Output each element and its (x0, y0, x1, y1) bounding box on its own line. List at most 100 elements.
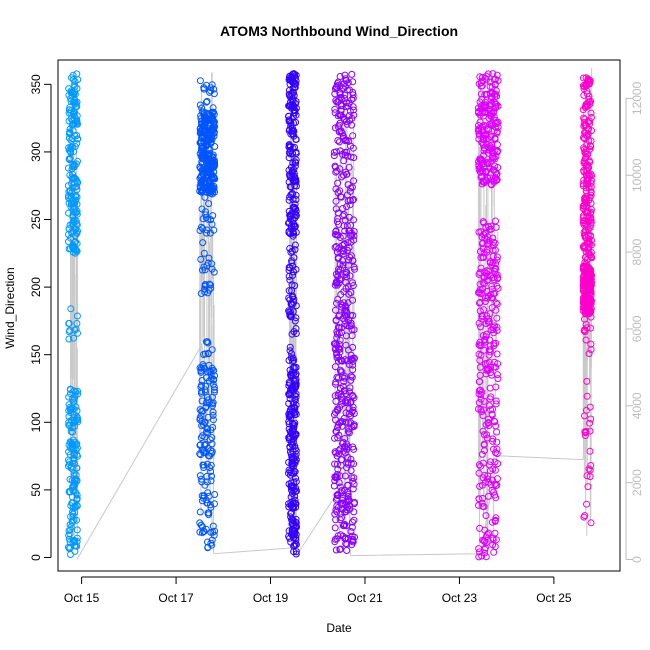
data-point (346, 188, 354, 195)
data-point (585, 299, 593, 307)
y2-tick-label: 6000 (630, 315, 644, 342)
data-point (477, 395, 485, 403)
data-point (205, 254, 213, 262)
data-point (286, 343, 294, 351)
data-point (481, 360, 489, 368)
data-point (490, 274, 498, 281)
data-point (475, 495, 483, 503)
data-point (196, 163, 204, 171)
data-point (65, 335, 73, 343)
data-point (342, 269, 350, 277)
data-point (291, 282, 299, 290)
data-point (65, 231, 72, 238)
data-point (486, 467, 494, 475)
data-point (210, 85, 218, 93)
data-point (349, 403, 357, 411)
data-point (345, 405, 353, 413)
data-point (338, 514, 345, 522)
data-point (341, 151, 349, 159)
data-point (205, 399, 213, 407)
data-point (289, 74, 296, 82)
data-point (346, 117, 354, 124)
data-point (344, 454, 352, 461)
data-point (198, 529, 206, 537)
data-point (69, 228, 77, 235)
data-point (581, 432, 589, 439)
data-point (197, 364, 205, 372)
data-point (349, 366, 357, 374)
data-point (350, 445, 358, 453)
data-point (489, 252, 497, 260)
data-point (337, 193, 345, 201)
y-tick-label: 300 (29, 142, 43, 162)
data-point (290, 377, 298, 385)
data-point (350, 111, 358, 119)
data-point (343, 547, 351, 554)
data-point (68, 135, 76, 142)
data-point (66, 475, 74, 483)
data-point (333, 354, 341, 362)
data-point (492, 383, 500, 391)
data-point (292, 207, 300, 215)
data-point (337, 461, 345, 469)
data-point (345, 137, 353, 145)
data-point (292, 302, 300, 310)
data-point (582, 336, 590, 344)
data-point (478, 315, 486, 323)
data-point (197, 179, 205, 187)
data-point (587, 109, 595, 117)
data-point (204, 349, 212, 357)
data-point (345, 163, 353, 171)
data-point (483, 531, 491, 538)
data-point (197, 407, 205, 415)
y-tick-label: 250 (29, 209, 43, 229)
data-point (210, 110, 218, 118)
data-point (582, 226, 590, 234)
data-point (346, 253, 354, 261)
data-point (289, 371, 297, 379)
data-point (341, 443, 348, 451)
data-point (292, 531, 300, 539)
data-point (72, 325, 80, 333)
data-point (332, 546, 340, 554)
data-point (482, 553, 490, 561)
data-point (198, 104, 206, 112)
data-point (292, 191, 300, 199)
data-point (292, 390, 300, 398)
data-point (491, 93, 499, 101)
data-point (289, 88, 297, 96)
data-point (480, 144, 488, 152)
data-point (587, 271, 595, 279)
data-point (476, 269, 484, 276)
data-point (211, 527, 219, 535)
data-point (66, 125, 74, 133)
data-point (581, 428, 589, 436)
data-point (344, 246, 352, 254)
data-point (349, 78, 357, 86)
data-point (586, 286, 594, 294)
data-point (208, 220, 216, 228)
data-point (587, 519, 595, 527)
data-point (289, 216, 297, 224)
data-point (290, 424, 297, 432)
data-point (582, 307, 590, 314)
data-point (290, 103, 298, 111)
data-point (342, 303, 350, 311)
data-point (484, 492, 492, 500)
y-axis-title: Wind_Direction (3, 267, 17, 348)
data-point (70, 334, 77, 342)
data-point (346, 384, 354, 392)
data-point (286, 443, 294, 451)
data-point (330, 152, 338, 160)
data-point (70, 148, 77, 156)
data-point (65, 543, 72, 551)
data-point (492, 260, 500, 267)
data-point (334, 490, 342, 498)
data-point (285, 500, 293, 508)
data-point (490, 548, 498, 556)
data-point (200, 464, 208, 471)
data-point (345, 361, 353, 368)
y-tick-label: 50 (29, 483, 43, 497)
data-point (290, 356, 298, 364)
data-point (583, 195, 591, 203)
